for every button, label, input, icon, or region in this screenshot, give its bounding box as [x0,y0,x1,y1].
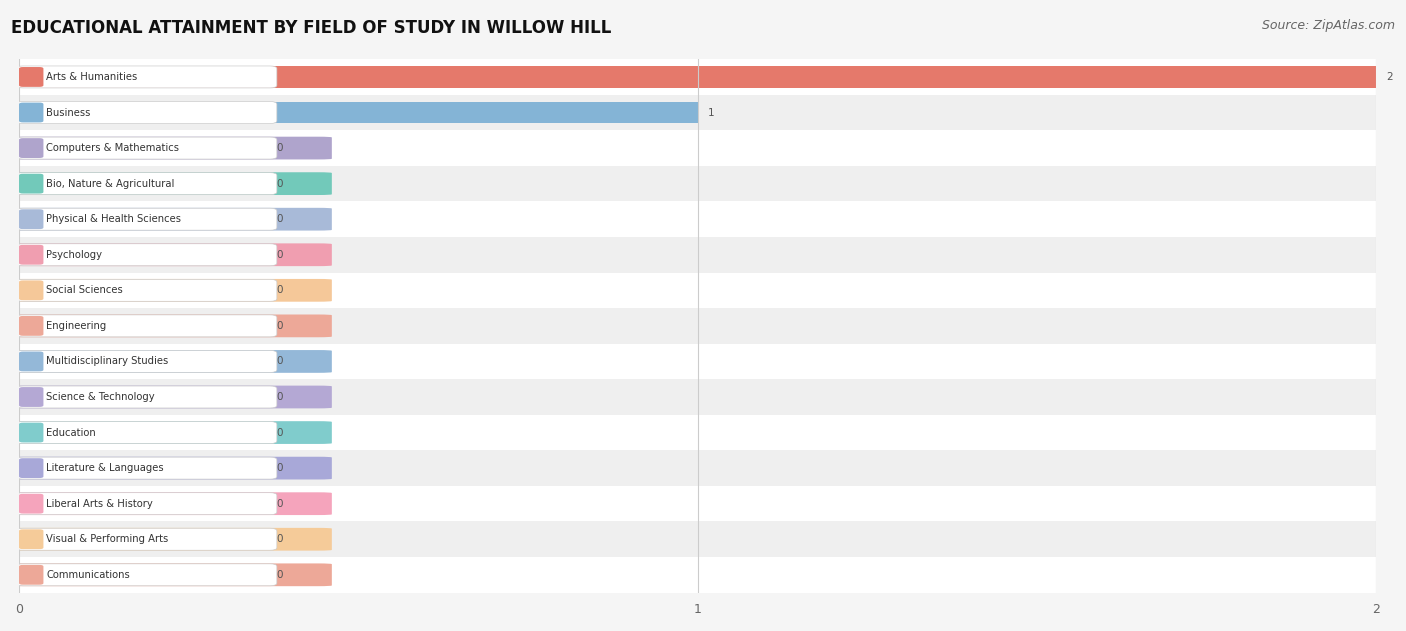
Text: Psychology: Psychology [46,250,103,260]
FancyBboxPatch shape [20,351,44,372]
Bar [20,273,1376,308]
Text: Liberal Arts & History: Liberal Arts & History [46,498,153,509]
FancyBboxPatch shape [17,386,277,408]
Bar [20,486,1376,521]
Text: 0: 0 [277,250,284,260]
FancyBboxPatch shape [20,529,44,549]
Bar [20,102,697,123]
Bar [20,59,1376,95]
FancyBboxPatch shape [17,173,277,194]
FancyBboxPatch shape [20,316,44,336]
Text: EDUCATIONAL ATTAINMENT BY FIELD OF STUDY IN WILLOW HILL: EDUCATIONAL ATTAINMENT BY FIELD OF STUDY… [11,19,612,37]
FancyBboxPatch shape [20,423,44,442]
FancyBboxPatch shape [17,137,277,159]
Text: 0: 0 [277,285,284,295]
Bar [20,557,1376,593]
Bar [20,130,1376,166]
Text: 2: 2 [1386,72,1393,82]
Text: 0: 0 [277,570,284,580]
FancyBboxPatch shape [6,457,332,480]
Text: 0: 0 [277,392,284,402]
Bar [20,415,1376,451]
Text: 0: 0 [277,463,284,473]
Text: 0: 0 [277,143,284,153]
FancyBboxPatch shape [20,67,44,87]
Text: 0: 0 [277,321,284,331]
FancyBboxPatch shape [20,565,44,585]
FancyBboxPatch shape [17,280,277,302]
Text: Bio, Nature & Agricultural: Bio, Nature & Agricultural [46,179,174,189]
FancyBboxPatch shape [6,350,332,373]
FancyBboxPatch shape [6,492,332,515]
FancyBboxPatch shape [17,564,277,586]
Text: 0: 0 [277,357,284,367]
Text: Visual & Performing Arts: Visual & Performing Arts [46,534,169,545]
Bar [20,344,1376,379]
Text: 1: 1 [707,107,714,117]
FancyBboxPatch shape [6,172,332,195]
FancyBboxPatch shape [17,244,277,266]
Text: Multidisciplinary Studies: Multidisciplinary Studies [46,357,169,367]
Text: Physical & Health Sciences: Physical & Health Sciences [46,214,181,224]
FancyBboxPatch shape [17,315,277,337]
Text: Communications: Communications [46,570,129,580]
Text: Business: Business [46,107,90,117]
FancyBboxPatch shape [17,422,277,444]
Bar [20,201,1376,237]
FancyBboxPatch shape [6,563,332,586]
Text: 0: 0 [277,498,284,509]
FancyBboxPatch shape [20,280,44,300]
Bar [20,95,1376,130]
Text: 0: 0 [277,428,284,437]
Bar [20,66,1376,88]
FancyBboxPatch shape [20,174,44,194]
FancyBboxPatch shape [20,209,44,229]
FancyBboxPatch shape [20,103,44,122]
FancyBboxPatch shape [20,387,44,407]
Bar [20,308,1376,344]
FancyBboxPatch shape [17,528,277,550]
Text: Arts & Humanities: Arts & Humanities [46,72,138,82]
Bar [20,521,1376,557]
FancyBboxPatch shape [6,137,332,160]
Text: Source: ZipAtlas.com: Source: ZipAtlas.com [1261,19,1395,32]
FancyBboxPatch shape [17,66,277,88]
FancyBboxPatch shape [20,458,44,478]
FancyBboxPatch shape [17,208,277,230]
Text: 0: 0 [277,179,284,189]
Text: 0: 0 [277,534,284,545]
Text: Literature & Languages: Literature & Languages [46,463,163,473]
FancyBboxPatch shape [20,494,44,514]
FancyBboxPatch shape [17,493,277,515]
Bar [20,379,1376,415]
Text: Science & Technology: Science & Technology [46,392,155,402]
FancyBboxPatch shape [6,386,332,408]
FancyBboxPatch shape [6,421,332,444]
FancyBboxPatch shape [17,350,277,372]
Bar [20,451,1376,486]
Text: 0: 0 [277,214,284,224]
Text: Education: Education [46,428,96,437]
Text: Social Sciences: Social Sciences [46,285,122,295]
Bar [20,237,1376,273]
FancyBboxPatch shape [20,138,44,158]
FancyBboxPatch shape [6,279,332,302]
Text: Engineering: Engineering [46,321,107,331]
FancyBboxPatch shape [17,102,277,124]
FancyBboxPatch shape [6,528,332,551]
FancyBboxPatch shape [6,314,332,337]
FancyBboxPatch shape [6,244,332,266]
FancyBboxPatch shape [6,208,332,230]
Bar [20,166,1376,201]
FancyBboxPatch shape [20,245,44,264]
Text: Computers & Mathematics: Computers & Mathematics [46,143,179,153]
FancyBboxPatch shape [17,457,277,479]
